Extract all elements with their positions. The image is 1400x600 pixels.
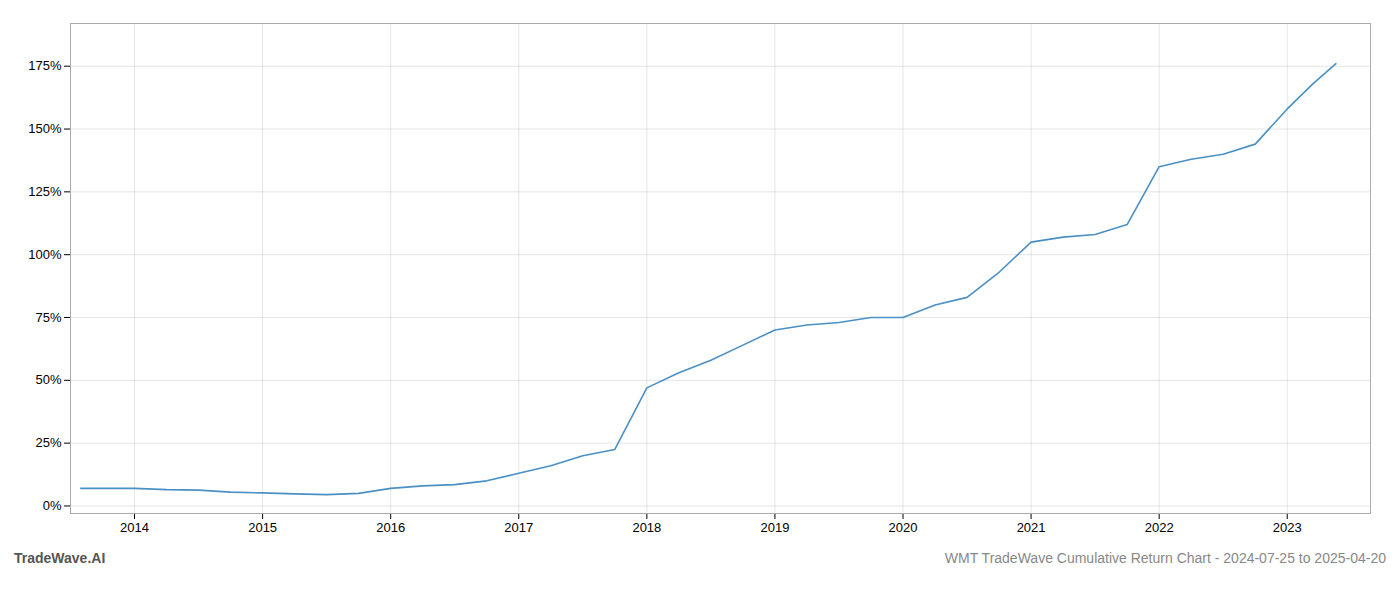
svg-text:2015: 2015 bbox=[248, 520, 277, 535]
svg-text:2020: 2020 bbox=[889, 520, 918, 535]
svg-text:2019: 2019 bbox=[760, 520, 789, 535]
svg-text:2022: 2022 bbox=[1145, 520, 1174, 535]
html-text:TradeWave.AI: TradeWave.AI bbox=[14, 550, 106, 566]
svg-text:0%: 0% bbox=[43, 498, 62, 513]
svg-text:2016: 2016 bbox=[376, 520, 405, 535]
html-text:WMT TradeWave Cumulative Retur: WMT TradeWave Cumulative Return Chart - … bbox=[944, 550, 1386, 566]
svg-text:2021: 2021 bbox=[1017, 520, 1046, 535]
svg-text:75%: 75% bbox=[35, 310, 61, 325]
svg-text:150%: 150% bbox=[28, 121, 62, 136]
svg-text:2018: 2018 bbox=[632, 520, 661, 535]
svg-text:2017: 2017 bbox=[504, 520, 533, 535]
svg-text:2014: 2014 bbox=[120, 520, 149, 535]
svg-text:50%: 50% bbox=[35, 372, 61, 387]
svg-text:2023: 2023 bbox=[1273, 520, 1302, 535]
svg-text:175%: 175% bbox=[28, 58, 62, 73]
svg-text:25%: 25% bbox=[35, 435, 61, 450]
svg-text:125%: 125% bbox=[28, 184, 62, 199]
svg-text:100%: 100% bbox=[28, 247, 62, 262]
